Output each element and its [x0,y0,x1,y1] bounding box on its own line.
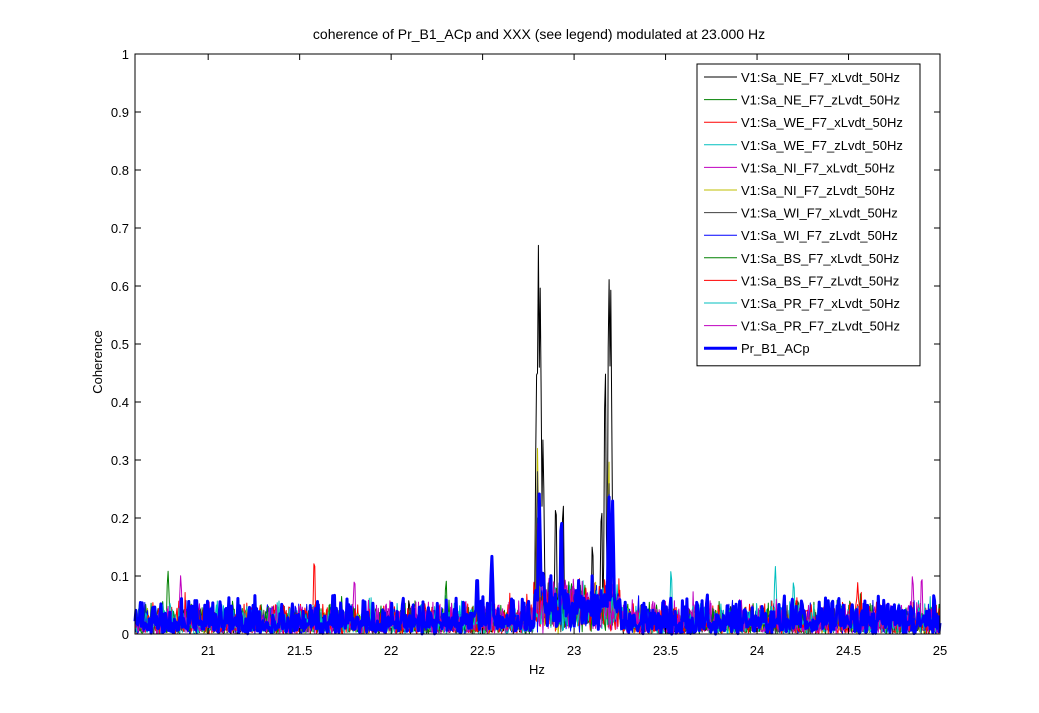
x-tick-label: 23 [567,643,581,658]
x-axis: 21 21.5 22 22.5 23 23.5 24 24.5 25 [201,54,947,658]
x-tick-label: 22 [384,643,398,658]
legend-entry: V1:Sa_WE_F7_xLvdt_50Hz [741,115,903,130]
legend-entry: Pr_B1_ACp [741,341,810,356]
y-tick-label: 0.2 [111,511,129,526]
y-tick-label: 0.1 [111,569,129,584]
y-tick-label: 0.4 [111,395,129,410]
y-tick-label: 1 [122,47,129,62]
x-tick-label: 25 [933,643,947,658]
x-tick-label: 21 [201,643,215,658]
x-tick-label: 24.5 [836,643,861,658]
legend-entry: V1:Sa_NI_F7_xLvdt_50Hz [741,160,895,175]
y-tick-label: 0.9 [111,105,129,120]
legend-entry: V1:Sa_BS_F7_zLvdt_50Hz [741,273,899,288]
legend-entry: V1:Sa_NI_F7_zLvdt_50Hz [741,183,895,198]
legend-entry: V1:Sa_WE_F7_zLvdt_50Hz [741,138,903,153]
y-tick-label: 0 [122,627,129,642]
y-tick-label: 0.7 [111,221,129,236]
chart-title: coherence of Pr_B1_ACp and XXX (see lege… [313,26,765,42]
legend-entry: V1:Sa_NE_F7_xLvdt_50Hz [741,70,900,85]
legend-entry: V1:Sa_BS_F7_xLvdt_50Hz [741,251,899,266]
series-layer [133,244,942,636]
y-tick-label: 0.5 [111,337,129,352]
x-tick-label: 24 [750,643,764,658]
y-tick-label: 0.8 [111,163,129,178]
legend-box [696,63,921,367]
legend-entry: V1:Sa_NE_F7_zLvdt_50Hz [741,93,900,108]
y-tick-label: 0.6 [111,279,129,294]
x-tick-label: 21.5 [287,643,312,658]
legend: V1:Sa_NE_F7_xLvdt_50Hz V1:Sa_NE_F7_zLvdt_… [696,63,921,367]
legend-entry: V1:Sa_WI_F7_zLvdt_50Hz [741,228,898,243]
y-tick-label: 0.3 [111,453,129,468]
legend-entry: V1:Sa_PR_F7_zLvdt_50Hz [741,319,900,334]
x-axis-label: Hz [529,662,545,677]
x-tick-label: 23.5 [653,643,678,658]
legend-entry: V1:Sa_PR_F7_xLvdt_50Hz [741,296,900,311]
series-line [133,492,942,636]
legend-entry: V1:Sa_WI_F7_xLvdt_50Hz [741,206,898,221]
y-axis-label: Coherence [90,330,105,394]
x-tick-label: 22.5 [470,643,495,658]
y-axis: 0 0.1 0.2 0.3 0.4 0.5 0.6 0.7 0.8 0.9 1 [111,47,940,642]
